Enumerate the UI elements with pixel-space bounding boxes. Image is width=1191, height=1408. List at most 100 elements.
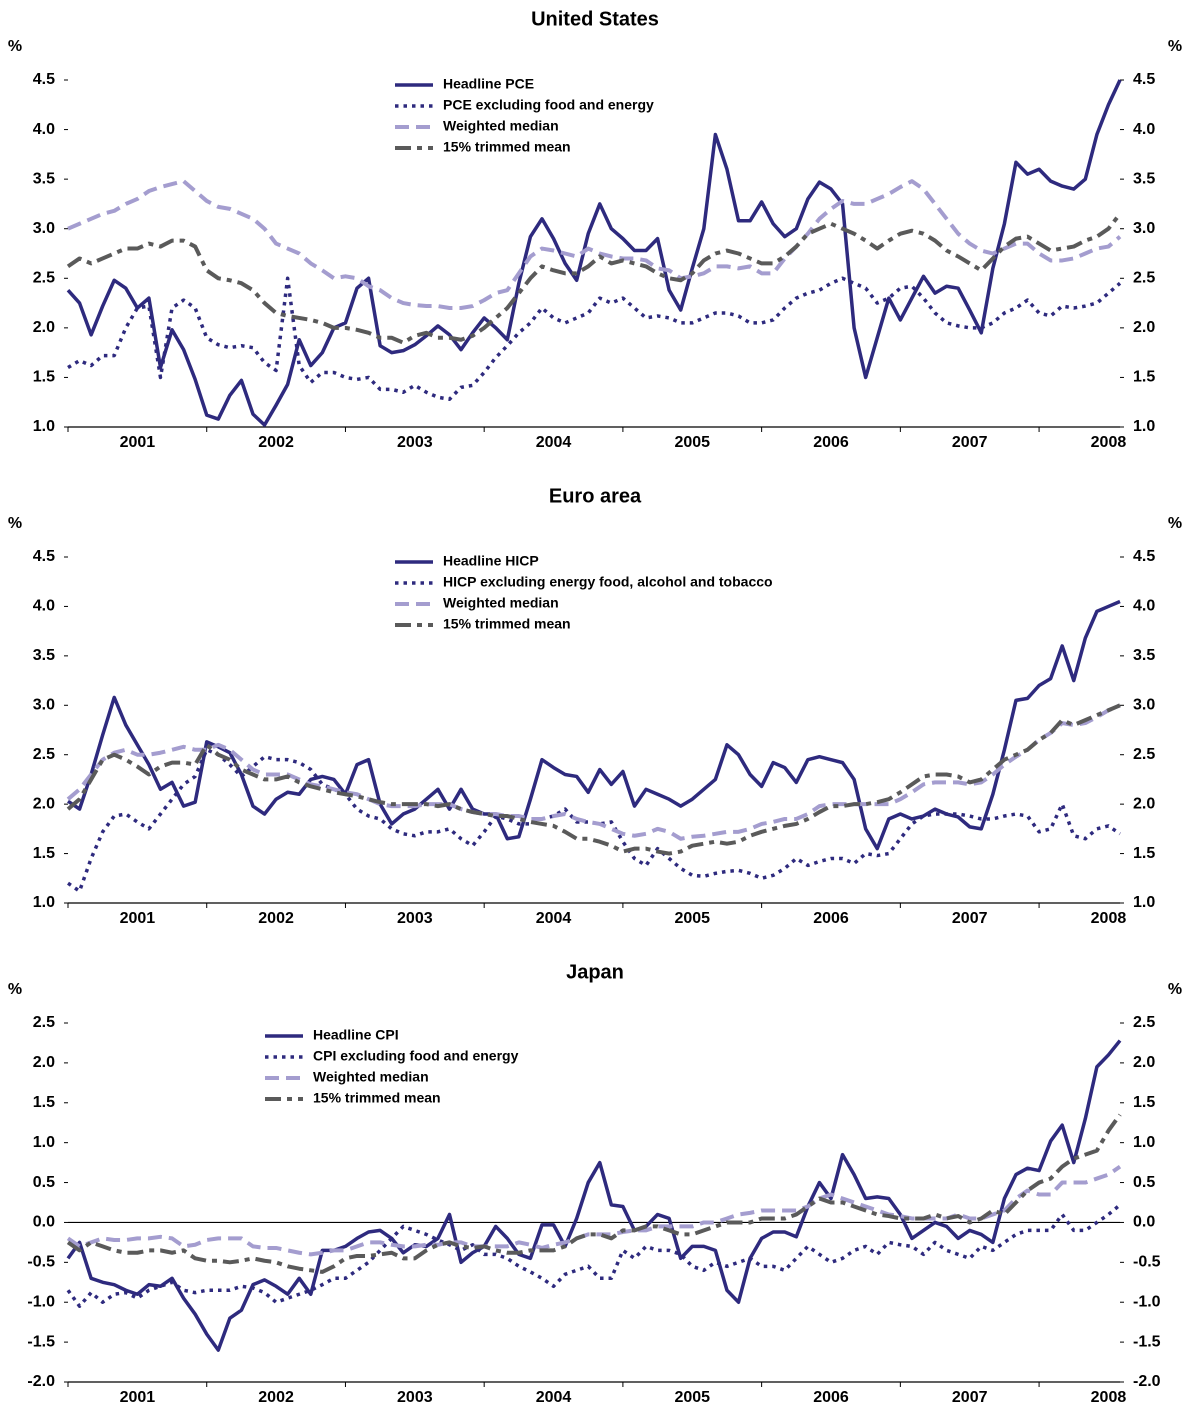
y-tick-label: 2.0	[1133, 319, 1155, 336]
legend-label: Headline PCE	[443, 76, 534, 92]
x-tick-label: 2008	[1091, 434, 1127, 451]
y-tick-label: 2.5	[33, 270, 55, 287]
x-tick-label: 2003	[397, 1389, 433, 1403]
series-line	[66, 212, 1122, 345]
series-line	[66, 1113, 1122, 1274]
y-tick-label: 2.5	[33, 746, 55, 763]
y-tick-label: 0.0	[1133, 1214, 1155, 1231]
y-axis-label: %	[1168, 981, 1182, 998]
x-tick-label: 2006	[813, 910, 849, 927]
y-tick-label: 0.5	[1133, 1174, 1155, 1191]
y-tick-label: 2.0	[33, 319, 55, 336]
legend-label: CPI excluding food and energy	[313, 1048, 519, 1064]
series-line	[66, 79, 1122, 427]
y-tick-label: 1.5	[1133, 1094, 1155, 1111]
y-axis-label: %	[8, 38, 22, 55]
y-tick-label: 3.5	[33, 170, 55, 187]
series-line	[66, 703, 1121, 841]
y-tick-label: 3.5	[1133, 170, 1155, 187]
y-tick-label: 1.5	[33, 1094, 55, 1111]
y-tick-label: 4.0	[33, 598, 55, 615]
legend-label: Weighted median	[443, 595, 559, 611]
x-tick-label: 2006	[813, 434, 849, 451]
y-tick-label: 2.0	[1133, 795, 1155, 812]
y-tick-label: 1.5	[33, 369, 55, 386]
series-line	[66, 1039, 1122, 1352]
y-tick-label: 2.5	[1133, 746, 1155, 763]
y-tick-label: 3.0	[33, 220, 55, 237]
x-tick-label: 2003	[397, 434, 433, 451]
y-axis-label: %	[1168, 38, 1182, 55]
legend-label: HICP excluding energy food, alcohol and …	[443, 574, 773, 590]
y-tick-label: -1.0	[1133, 1293, 1161, 1310]
y-tick-label: -1.5	[1133, 1333, 1161, 1350]
x-tick-label: 2006	[813, 1389, 849, 1403]
y-tick-label: -0.5	[1133, 1254, 1161, 1271]
y-tick-label: 3.5	[1133, 647, 1155, 664]
y-tick-label: 2.5	[1133, 1014, 1155, 1031]
x-tick-label: 2001	[120, 434, 156, 451]
x-tick-label: 2002	[258, 1389, 294, 1403]
y-tick-label: 1.5	[1133, 845, 1155, 862]
y-tick-label: -0.5	[27, 1254, 55, 1271]
y-tick-label: 3.0	[33, 697, 55, 714]
y-tick-label: 4.5	[1133, 71, 1155, 88]
x-tick-label: 2001	[120, 910, 156, 927]
series-line	[67, 276, 1122, 401]
x-tick-label: 2007	[952, 910, 988, 927]
y-tick-label: 2.0	[33, 795, 55, 812]
x-tick-label: 2004	[536, 1389, 572, 1403]
legend-label: 15% trimmed mean	[443, 139, 571, 155]
y-tick-label: 3.0	[1133, 697, 1155, 714]
chart-title: Japan	[566, 961, 624, 983]
legend-label: Weighted median	[313, 1069, 429, 1085]
legend-label: Headline HICP	[443, 553, 539, 569]
x-tick-label: 2007	[952, 1389, 988, 1403]
x-tick-label: 2008	[1091, 910, 1127, 927]
y-tick-label: 3.0	[1133, 220, 1155, 237]
y-tick-label: 4.5	[1133, 548, 1155, 565]
y-axis-label: %	[1168, 515, 1182, 532]
y-tick-label: -2.0	[1133, 1373, 1161, 1390]
series-line	[66, 1164, 1122, 1257]
x-tick-label: 2002	[258, 434, 294, 451]
series-line	[66, 703, 1121, 856]
legend-label: Headline CPI	[313, 1027, 399, 1043]
y-tick-label: 4.0	[1133, 121, 1155, 138]
y-tick-label: -1.0	[27, 1293, 55, 1310]
y-tick-label: 4.0	[33, 121, 55, 138]
y-tick-label: 2.0	[1133, 1054, 1155, 1071]
y-tick-label: 1.0	[33, 1134, 55, 1151]
y-tick-label: 1.0	[33, 894, 55, 911]
y-tick-label: 1.5	[33, 845, 55, 862]
x-tick-label: 2002	[258, 910, 294, 927]
y-tick-label: -2.0	[27, 1373, 55, 1390]
y-tick-label: 4.5	[33, 548, 55, 565]
legend-label: Weighted median	[443, 118, 559, 134]
y-tick-label: 3.5	[33, 647, 55, 664]
x-tick-label: 2001	[120, 1389, 156, 1403]
series-line	[67, 179, 1122, 311]
series-line	[67, 599, 1121, 851]
x-tick-label: 2005	[674, 910, 710, 927]
legend-label: PCE excluding food and energy	[443, 97, 654, 113]
y-tick-label: 1.5	[1133, 369, 1155, 386]
y-tick-label: 1.0	[1133, 1134, 1155, 1151]
y-tick-label: 2.5	[1133, 270, 1155, 287]
x-tick-label: 2007	[952, 434, 988, 451]
x-tick-label: 2008	[1091, 1389, 1127, 1403]
y-tick-label: 0.5	[33, 1174, 55, 1191]
y-tick-label: 1.0	[33, 418, 55, 435]
y-tick-label: 1.0	[1133, 894, 1155, 911]
x-tick-label: 2004	[536, 910, 572, 927]
y-axis-label: %	[8, 515, 22, 532]
y-axis-label: %	[8, 981, 22, 998]
y-tick-label: 4.0	[1133, 598, 1155, 615]
y-tick-label: 2.0	[33, 1054, 55, 1071]
chart-title: Euro area	[549, 485, 642, 507]
x-tick-label: 2005	[674, 434, 710, 451]
y-tick-label: 1.0	[1133, 418, 1155, 435]
chart-title: United States	[531, 8, 659, 30]
